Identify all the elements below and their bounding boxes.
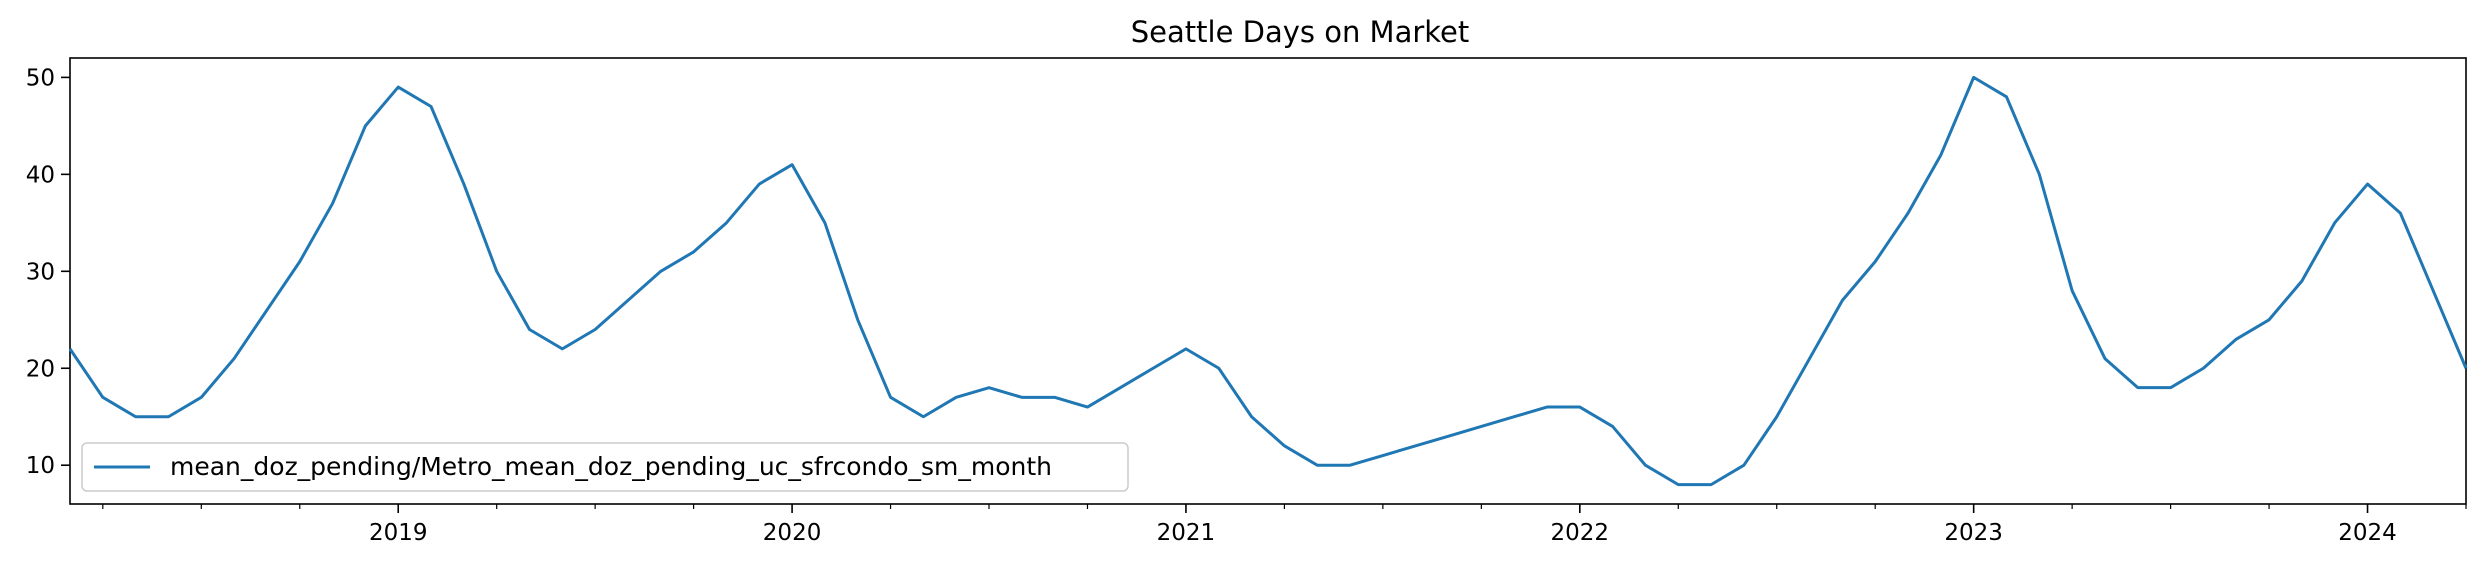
x-axis: 2019 2020 2021 2022 2023 2024 <box>102 504 2467 546</box>
legend-label: mean_doz_pending/Metro_mean_doz_pending_… <box>170 452 1052 481</box>
y-axis: 10 20 30 40 50 <box>26 65 70 479</box>
y-tick-label: 10 <box>26 453 55 479</box>
y-tick-label: 20 <box>26 356 55 382</box>
legend: mean_doz_pending/Metro_mean_doz_pending_… <box>81 442 1129 492</box>
plot-area-frame <box>69 57 2467 505</box>
y-tick-label: 50 <box>26 65 55 91</box>
x-tick-label: 2023 <box>1944 520 2003 546</box>
y-tick-label: 40 <box>26 162 55 188</box>
x-tick-label: 2024 <box>2338 520 2397 546</box>
series-layer <box>68 75 2468 487</box>
x-tick-label: 2022 <box>1551 520 1610 546</box>
x-tick-label: 2019 <box>369 520 428 546</box>
series-line <box>68 75 2468 487</box>
chart-title: Seattle Days on Market <box>1131 15 1470 49</box>
legend-box <box>81 442 1129 492</box>
x-tick-label: 2021 <box>1157 520 1216 546</box>
x-tick-label: 2020 <box>763 520 822 546</box>
y-tick-label: 30 <box>26 259 55 285</box>
